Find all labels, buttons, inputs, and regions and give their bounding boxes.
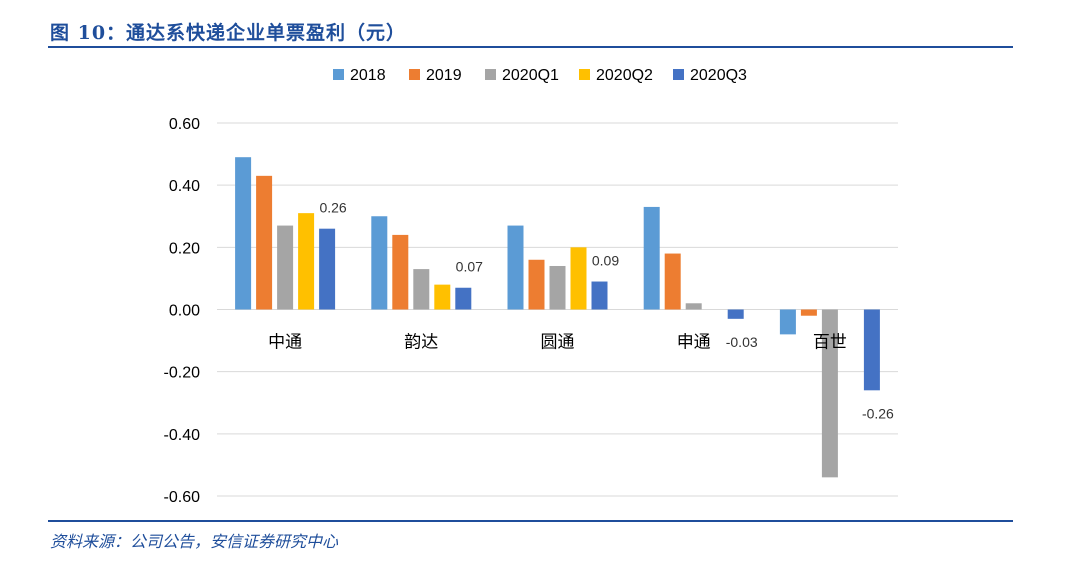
- bar: [863, 309, 880, 391]
- bar: [371, 216, 388, 310]
- legend: 2018 2019 2020Q1 2020Q2 2020Q3: [333, 67, 747, 84]
- bar: [256, 175, 273, 310]
- data-label: 0.09: [592, 253, 619, 269]
- bar: [570, 247, 587, 310]
- bar: [528, 259, 545, 310]
- y-tick-label: -0.60: [164, 489, 201, 506]
- legend-label: 2019: [426, 67, 462, 84]
- legend-label: 2020Q3: [690, 67, 747, 84]
- bar: [319, 228, 336, 310]
- legend-swatch: [673, 69, 684, 80]
- bar: [821, 309, 838, 478]
- legend-swatch: [333, 69, 344, 80]
- y-tick-label: 0.20: [169, 240, 200, 257]
- legend-swatch: [485, 69, 496, 80]
- bar: [277, 225, 294, 310]
- bar: [549, 265, 566, 310]
- category-label: 百世: [813, 333, 847, 353]
- bar: [685, 303, 702, 310]
- bars: [235, 157, 880, 478]
- y-axis-ticks: 0.60 0.40 0.20 0.00 -0.20 -0.40 -0.60: [164, 116, 201, 506]
- data-label: 0.07: [456, 259, 483, 275]
- bar: [392, 234, 409, 310]
- y-tick-label: 0.60: [169, 116, 200, 133]
- y-tick-label: 0.40: [169, 178, 200, 195]
- legend-label: 2018: [350, 67, 386, 84]
- title-rule: [48, 46, 1013, 48]
- bar: [591, 281, 608, 310]
- legend-swatch: [409, 69, 420, 80]
- figure-source: 资料来源：公司公告，安信证券研究中心: [50, 532, 339, 551]
- bar: [434, 284, 451, 310]
- data-label: -0.03: [726, 334, 758, 350]
- category-label: 申通: [677, 333, 711, 353]
- y-tick-label: -0.40: [164, 427, 201, 444]
- bar: [507, 225, 524, 310]
- figure-title: 图 10：通达系快递企业单票盈利（元）: [50, 22, 407, 44]
- legend-swatch: [579, 69, 590, 80]
- y-tick-label: -0.20: [164, 365, 201, 382]
- bar: [413, 269, 430, 310]
- bar-chart: 0.60 0.40 0.20 0.00 -0.20 -0.40 -0.60 中通 韵达 圆通 申通…: [164, 67, 898, 506]
- bar: [800, 309, 817, 316]
- source-rule: [48, 520, 1013, 522]
- data-label: -0.26: [862, 405, 894, 421]
- bar: [298, 213, 315, 310]
- bar: [727, 309, 744, 319]
- legend-label: 2020Q1: [502, 67, 559, 84]
- category-label: 韵达: [404, 333, 438, 353]
- data-label: 0.26: [319, 200, 346, 216]
- bar: [643, 206, 660, 310]
- data-labels: 0.26 0.07 0.09 -0.03 -0.26: [319, 200, 894, 422]
- bar: [779, 309, 796, 335]
- legend-label: 2020Q2: [596, 67, 653, 84]
- bar: [235, 157, 252, 310]
- category-labels: 中通 韵达 圆通 申通 百世: [268, 333, 847, 353]
- category-label: 中通: [268, 333, 302, 353]
- bar: [455, 287, 472, 310]
- y-tick-label: 0.00: [169, 303, 200, 320]
- category-label: 圆通: [541, 333, 575, 353]
- bar: [664, 253, 681, 310]
